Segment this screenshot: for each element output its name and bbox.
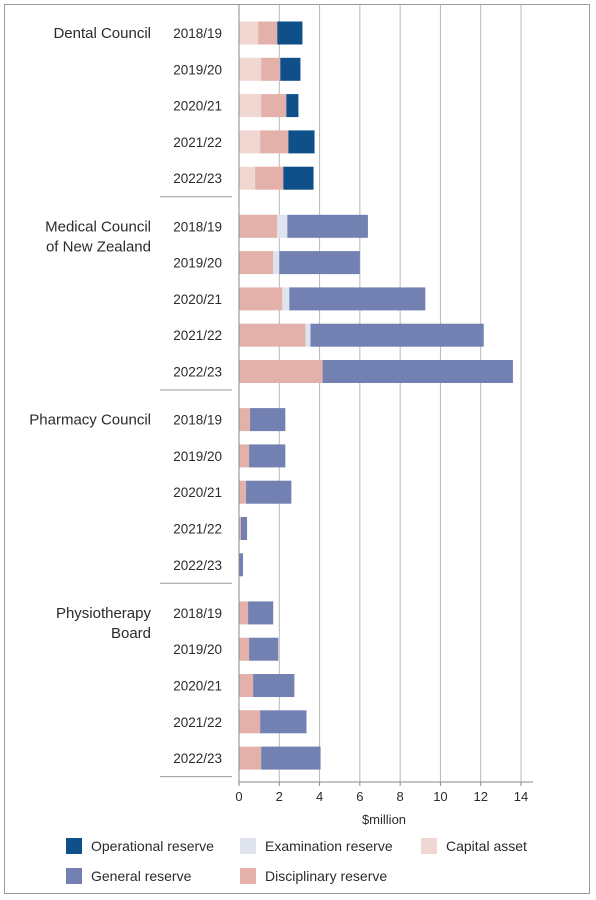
legend-swatch (421, 838, 437, 854)
x-tick-label: 6 (356, 789, 363, 804)
year-label: 2019/20 (173, 449, 222, 464)
bar-segment (277, 214, 288, 238)
year-label: 2020/21 (173, 292, 222, 307)
group-label: Physiotherapy (56, 605, 152, 622)
year-label: 2022/23 (173, 171, 222, 186)
bar-segment (239, 480, 247, 504)
bar-segment (280, 57, 301, 81)
year-label: 2018/19 (173, 606, 222, 621)
x-tick-label: 4 (316, 789, 323, 804)
year-label: 2021/22 (173, 522, 222, 537)
bar-segment (249, 637, 279, 661)
bar-segment (261, 746, 321, 770)
bar-segment (239, 517, 242, 540)
bar-segment (261, 94, 287, 118)
bar-segment (239, 360, 323, 383)
legend-swatch (66, 838, 82, 854)
bar-segment (249, 444, 286, 468)
legend-swatch (240, 838, 256, 854)
bar-segment (239, 287, 283, 311)
year-label: 2022/23 (173, 751, 222, 766)
bar-segment (239, 251, 274, 275)
year-label: 2019/20 (173, 642, 222, 657)
bar-segment (239, 553, 244, 577)
bar-segment (246, 480, 292, 504)
year-label: 2021/22 (173, 715, 222, 730)
bar-segment (305, 323, 311, 347)
year-label: 2019/20 (173, 256, 222, 271)
bars (239, 21, 513, 770)
group-label: Pharmacy Council (29, 412, 151, 429)
x-tick-label: 2 (276, 789, 283, 804)
group-label: Medical Council (45, 218, 151, 235)
bar-segment (255, 166, 284, 190)
bar-segment (250, 408, 286, 432)
legend-label: General reserve (91, 868, 192, 884)
year-label: 2018/19 (173, 219, 222, 234)
year-label: 2020/21 (173, 99, 222, 114)
year-label: 2018/19 (173, 26, 222, 41)
x-tick-label: 14 (514, 789, 528, 804)
bar-segment (287, 214, 368, 238)
legend-label: Examination reserve (265, 838, 393, 854)
bar-segment (239, 130, 261, 154)
bar-segment (239, 214, 278, 238)
year-label: 2020/21 (173, 485, 222, 500)
bar-segment (283, 166, 314, 190)
bar-segment (273, 251, 280, 275)
x-axis: 0 2 4 6 8 10 12 14 $million (235, 5, 533, 827)
bar-segment (286, 94, 299, 118)
x-tick-label: 10 (433, 789, 447, 804)
bar-segment (239, 444, 250, 468)
x-tick-label: 8 (397, 789, 404, 804)
bar-segment (282, 287, 290, 311)
gridlines (278, 5, 522, 782)
bar-segment (260, 710, 307, 734)
year-label: 2021/22 (173, 135, 222, 150)
bar-segment (239, 166, 256, 190)
bar-segment (241, 517, 248, 540)
year-label: 2022/23 (173, 558, 222, 573)
legend-label: Capital asset (446, 838, 527, 854)
bar-segment (310, 323, 484, 347)
bar-segment (239, 637, 250, 661)
bar-segment (239, 323, 306, 347)
bar-segment (239, 674, 254, 697)
bar-segment (277, 21, 303, 45)
legend-swatch (66, 868, 82, 884)
bar-segment (248, 601, 274, 625)
year-label: 2021/22 (173, 328, 222, 343)
legend: Operational reserve Examination reserve Ca… (66, 838, 527, 884)
bar-segment (239, 408, 251, 432)
bar-segment (258, 21, 278, 45)
bar-segment (288, 130, 315, 154)
year-label: 2022/23 (173, 365, 222, 380)
legend-swatch (240, 868, 256, 884)
bar-segment (239, 21, 259, 45)
group-label: Board (111, 625, 151, 642)
legend-label: Operational reserve (91, 838, 214, 854)
bar-segment (253, 674, 295, 697)
bar-segment (322, 360, 513, 383)
x-tick-label: 0 (235, 789, 242, 804)
year-label: 2020/21 (173, 679, 222, 694)
group-label: of New Zealand (46, 238, 151, 255)
bar-segment (239, 746, 262, 770)
group-label: Dental Council (53, 25, 151, 42)
x-axis-title: $million (362, 812, 406, 827)
bar-segment (279, 251, 360, 275)
bar-segment (260, 130, 289, 154)
bar-segment (239, 94, 262, 118)
legend-label: Disciplinary reserve (265, 868, 387, 884)
x-tick-label: 12 (473, 789, 487, 804)
year-label: 2018/19 (173, 413, 222, 428)
year-label: 2019/20 (173, 62, 222, 77)
category-labels: Dental Council 2018/19 2019/20 2020/21 2021/… (29, 25, 232, 778)
bar-segment (239, 710, 261, 734)
bar-segment (239, 601, 249, 625)
bar-segment (289, 287, 426, 311)
bar-segment (239, 57, 262, 81)
bar-segment (261, 57, 281, 81)
